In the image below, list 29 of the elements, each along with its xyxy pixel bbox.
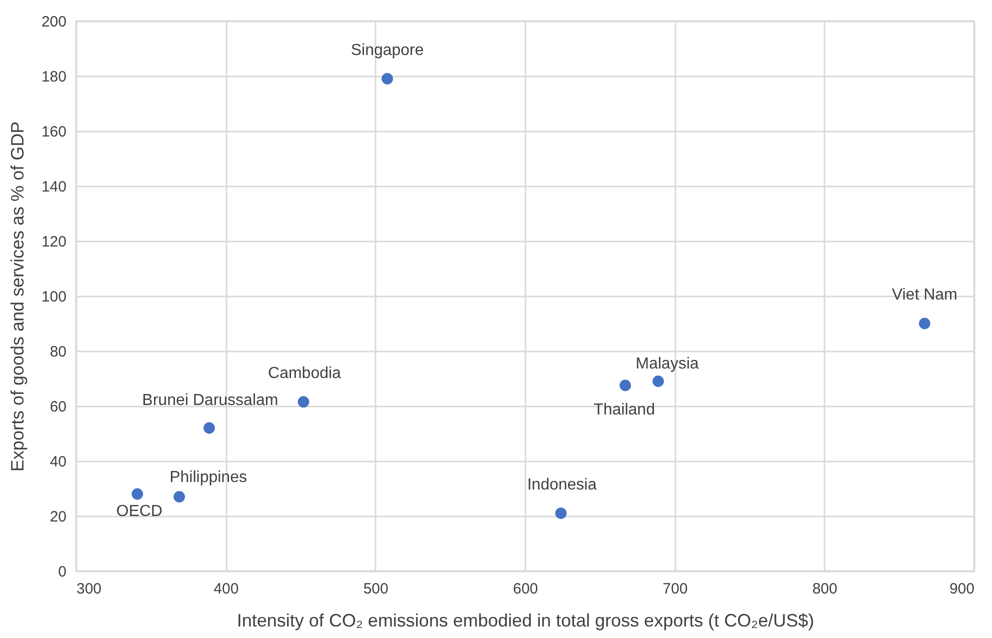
x-tick-label: 700 [662, 580, 688, 598]
y-tick-label: 100 [41, 288, 66, 306]
y-tick-label: 120 [41, 234, 66, 250]
y-tick-label: 20 [50, 508, 66, 526]
y-tick-label: 160 [41, 124, 66, 140]
annotation: Cambodia [268, 364, 342, 382]
y-tick-label: 60 [50, 398, 66, 416]
x-tick-label: 900 [949, 580, 974, 598]
x-axis-title: Intensity of CO₂ emissions embodied in total gross exports (t CO₂e/US$) [236, 610, 814, 630]
x-tick-label: 300 [76, 580, 102, 598]
annotation: Malaysia [636, 355, 699, 372]
y-tick-label: 200 [41, 14, 66, 30]
y-tick-label: 40 [50, 454, 66, 470]
annotation: OECD [116, 503, 162, 520]
annotation: Viet Nam [892, 286, 958, 304]
y-axis-title: Exports of goods and services as % of GDP [7, 121, 28, 472]
y-tick-label: 140 [41, 178, 66, 196]
y-tick-label: 180 [41, 68, 66, 86]
annotation: Brunei Darussalam [142, 392, 278, 409]
x-tick-label: 400 [214, 580, 239, 598]
y-tick-label: 80 [50, 344, 66, 360]
x-tick-label: 600 [512, 580, 538, 598]
annotation: Indonesia [527, 476, 597, 494]
y-tick-label: 0 [58, 564, 66, 580]
x-tick-label: 500 [363, 580, 388, 598]
annotation: Philippines [170, 468, 247, 486]
annotation: Singapore [350, 42, 424, 59]
annotation: Thailand [594, 401, 655, 418]
x-tick-label: 800 [812, 580, 838, 598]
